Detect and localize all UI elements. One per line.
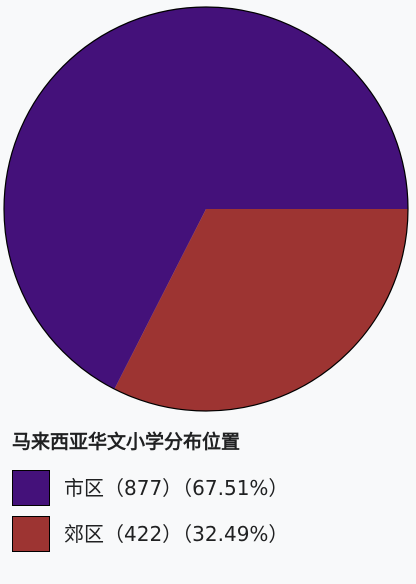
legend-label-urban: 市区（877）（67.51%） [64, 476, 289, 500]
legend-swatch-suburban [12, 516, 50, 552]
chart-title: 马来西亚华文小学分布位置 [12, 431, 241, 453]
legend-item-suburban: 郊区（422）（32.49%） [12, 514, 408, 554]
pie-slice-suburban [114, 209, 409, 411]
legend-item-urban: 市区（877）（67.51%） [12, 468, 408, 508]
legend-swatch-urban [12, 470, 50, 506]
pie-slice-urban [3, 7, 408, 390]
pie-outline [3, 6, 409, 412]
legend: 马来西亚华文小学分布位置 市区（877）（67.51%） 郊区（422）（32.… [12, 428, 408, 560]
legend-label-suburban: 郊区（422）（32.49%） [64, 522, 289, 546]
pie-chart [3, 6, 409, 412]
